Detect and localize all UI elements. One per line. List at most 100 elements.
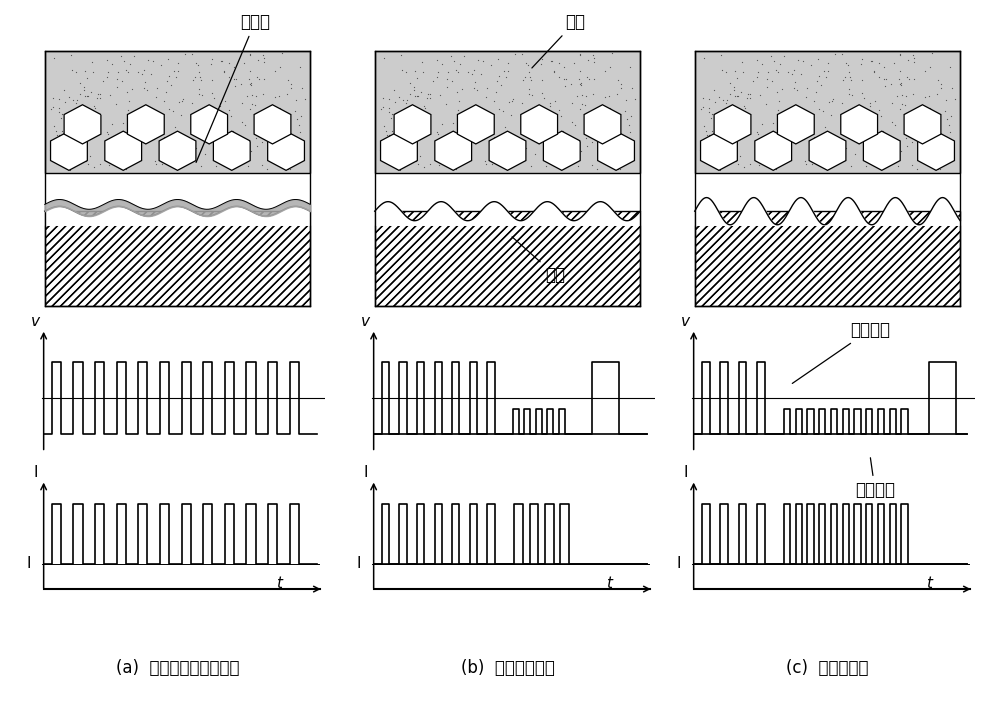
Point xyxy=(542,100,558,111)
Point xyxy=(741,122,757,134)
Point xyxy=(122,127,138,139)
Point xyxy=(45,93,61,104)
Point xyxy=(207,137,223,148)
Point xyxy=(941,152,957,163)
Point xyxy=(692,145,708,156)
Point xyxy=(585,88,601,100)
Point xyxy=(563,78,579,90)
Point xyxy=(422,93,438,104)
Point xyxy=(569,90,585,102)
Text: 参考电流: 参考电流 xyxy=(855,457,895,499)
Point xyxy=(162,149,178,160)
Point xyxy=(556,62,572,73)
Point xyxy=(745,76,761,87)
Point xyxy=(796,133,812,144)
Point xyxy=(854,88,870,99)
Point xyxy=(156,96,172,107)
Point xyxy=(806,96,822,107)
Point xyxy=(813,133,829,144)
Point xyxy=(774,83,790,95)
Point xyxy=(893,79,909,90)
Point xyxy=(191,88,207,99)
Point xyxy=(398,154,414,165)
Point xyxy=(909,164,925,175)
Point xyxy=(74,128,90,139)
Polygon shape xyxy=(489,132,526,170)
Point xyxy=(473,68,489,79)
Point xyxy=(806,132,822,143)
Point xyxy=(759,81,775,93)
Point xyxy=(714,139,730,150)
Point xyxy=(835,74,851,86)
Point xyxy=(472,105,488,117)
Point xyxy=(95,76,111,87)
Point xyxy=(274,48,290,59)
Point xyxy=(242,65,258,76)
Point xyxy=(507,49,523,60)
Point xyxy=(183,116,199,127)
Point xyxy=(148,91,164,103)
Text: (a)  理想状态磨削钝化膜: (a) 理想状态磨削钝化膜 xyxy=(116,659,239,677)
Point xyxy=(604,48,620,59)
Point xyxy=(930,122,946,134)
Point xyxy=(610,163,626,175)
Point xyxy=(99,155,115,166)
Point xyxy=(812,149,828,160)
Point xyxy=(114,76,130,87)
Point xyxy=(811,103,827,115)
Point xyxy=(496,65,512,76)
Point xyxy=(804,158,820,170)
Point xyxy=(751,160,767,171)
Point xyxy=(73,153,89,165)
Point xyxy=(769,86,785,98)
Point xyxy=(92,93,108,104)
Point xyxy=(862,100,878,111)
Point xyxy=(898,132,914,143)
Point xyxy=(488,144,504,155)
Point xyxy=(280,122,296,134)
Point xyxy=(541,111,557,122)
Point xyxy=(170,57,186,68)
Point xyxy=(866,65,882,76)
Point xyxy=(854,54,870,65)
Point xyxy=(283,78,299,90)
Point xyxy=(749,71,765,83)
Point xyxy=(563,137,579,148)
Point xyxy=(804,149,820,160)
Point xyxy=(217,131,233,142)
Point xyxy=(702,144,718,156)
Point xyxy=(562,144,578,156)
Point xyxy=(863,56,879,67)
Point xyxy=(420,88,436,100)
Point xyxy=(412,132,428,144)
Point xyxy=(70,111,86,122)
Point xyxy=(939,113,955,124)
Point xyxy=(68,66,84,78)
Point xyxy=(407,65,423,76)
Point xyxy=(263,102,279,113)
Point xyxy=(452,147,468,158)
Point xyxy=(476,133,492,144)
Point xyxy=(771,95,787,107)
Point xyxy=(485,122,501,133)
Point xyxy=(397,128,413,139)
Point xyxy=(440,66,456,78)
Point xyxy=(572,65,588,76)
Point xyxy=(728,155,744,166)
Point xyxy=(524,90,540,101)
Text: I: I xyxy=(357,556,361,571)
Point xyxy=(589,164,605,175)
Point xyxy=(136,109,152,120)
Point xyxy=(280,74,296,86)
Point xyxy=(379,129,395,141)
Point xyxy=(64,64,80,76)
Bar xyxy=(695,51,960,173)
Point xyxy=(168,71,184,82)
Point xyxy=(523,160,539,171)
Point xyxy=(871,57,887,69)
Point xyxy=(811,71,827,82)
Point xyxy=(434,118,450,129)
Point xyxy=(254,160,270,171)
Point xyxy=(898,90,914,102)
Point xyxy=(585,49,601,60)
